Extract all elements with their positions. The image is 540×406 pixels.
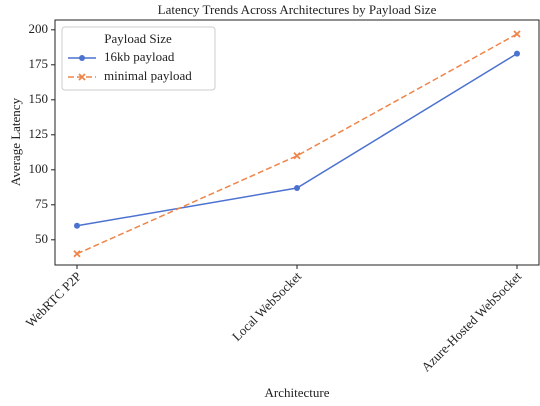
legend-title: Payload Size xyxy=(104,31,172,46)
series-line xyxy=(76,33,518,255)
chart-title: Latency Trends Across Architectures by P… xyxy=(158,2,437,17)
x-tick-label: WebRTC P2P xyxy=(23,269,85,331)
y-tick-label: 200 xyxy=(29,21,49,36)
x-tick-label: Local WebSocket xyxy=(229,268,305,344)
legend-marker xyxy=(79,55,85,61)
point-marker xyxy=(294,185,300,191)
legend-label: minimal payload xyxy=(104,68,192,83)
y-tick-label: 100 xyxy=(29,161,49,176)
point-marker xyxy=(74,222,80,229)
y-tick-label: 125 xyxy=(29,126,49,141)
y-tick-label: 75 xyxy=(35,196,48,211)
y-tick-label: 50 xyxy=(35,231,48,246)
point-marker xyxy=(513,30,521,38)
point-marker xyxy=(73,250,81,258)
legend-marker xyxy=(78,73,86,81)
x-axis-label: Architecture xyxy=(265,385,330,400)
legend-label: 16kb payload xyxy=(104,49,175,64)
y-tick-label: 150 xyxy=(29,91,49,106)
legend: Payload Size 16kb payload minimal payload xyxy=(61,26,216,91)
x-tick-label: Azure-Hosted WebSocket xyxy=(418,268,524,374)
point-marker xyxy=(514,50,520,57)
point-marker xyxy=(293,152,301,160)
y-tick-label: 175 xyxy=(29,56,49,71)
legend-box xyxy=(61,26,216,91)
y-axis-label: Average Latency xyxy=(8,97,23,186)
